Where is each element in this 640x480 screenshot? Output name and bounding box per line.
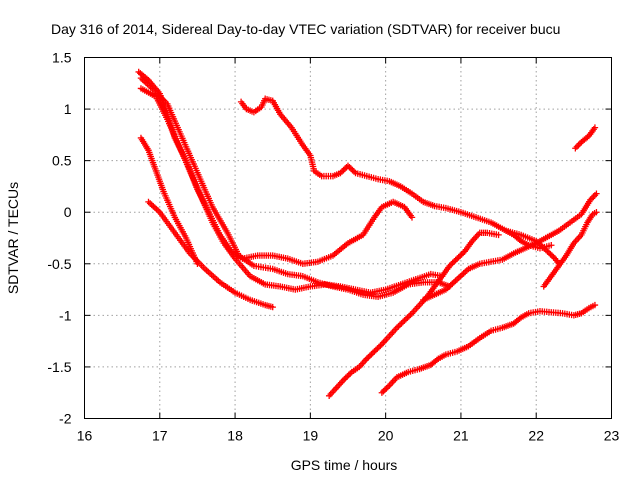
y-tick-label: 1 <box>64 101 72 117</box>
x-tick-label: 17 <box>152 428 168 444</box>
x-axis: 16 17 18 19 20 21 22 23 <box>77 57 620 444</box>
x-tick-label: 16 <box>77 428 93 444</box>
series-track-11 <box>540 209 600 290</box>
data-point <box>495 231 502 239</box>
x-tick-label: 20 <box>378 428 394 444</box>
y-tick-label: -1 <box>59 307 72 323</box>
y-tick-label: 0 <box>64 204 72 220</box>
y-tick-label: -0.5 <box>47 256 71 272</box>
data-point <box>593 190 600 197</box>
series-track-12 <box>572 124 599 152</box>
series-track-8 <box>378 301 599 396</box>
data-point <box>573 143 581 150</box>
x-tick-label: 22 <box>528 428 544 444</box>
x-tick-label: 19 <box>303 428 319 444</box>
series-track-10 <box>502 227 555 252</box>
data-point <box>591 191 599 199</box>
data-point <box>548 242 555 249</box>
y-tick-label: -2 <box>59 411 72 427</box>
data-point <box>269 303 276 311</box>
y-tick-label: 1.5 <box>52 50 72 66</box>
data-point <box>591 124 599 131</box>
data-markers <box>135 68 600 400</box>
x-tick-label: 23 <box>604 428 620 444</box>
data-point <box>408 214 416 221</box>
y-tick-label: -1.5 <box>47 359 71 375</box>
x-tick-label: 21 <box>453 428 469 444</box>
series-track-7 <box>325 229 502 400</box>
data-point <box>593 209 600 216</box>
y-axis-label: SDTVAR / TECUs <box>5 182 21 294</box>
series-track-2 <box>137 74 453 300</box>
chart-title: Day 316 of 2014, Sidereal Day-to-day VTE… <box>51 21 560 37</box>
series-track-5 <box>145 198 276 311</box>
data-point <box>590 193 597 200</box>
y-axis: -2 -1.5 -1 -0.5 0 0.5 1 1.5 <box>47 50 612 427</box>
series-track-6 <box>237 95 562 267</box>
y-tick-label: 0.5 <box>52 153 72 169</box>
data-point <box>575 141 582 149</box>
data-point <box>591 301 599 309</box>
data-point <box>572 145 579 152</box>
series-track-4 <box>137 134 201 267</box>
x-axis-label: GPS time / hours <box>291 457 398 473</box>
plot-frame <box>84 57 612 419</box>
x-tick-label: 18 <box>227 428 243 444</box>
series-track-9 <box>420 190 600 304</box>
